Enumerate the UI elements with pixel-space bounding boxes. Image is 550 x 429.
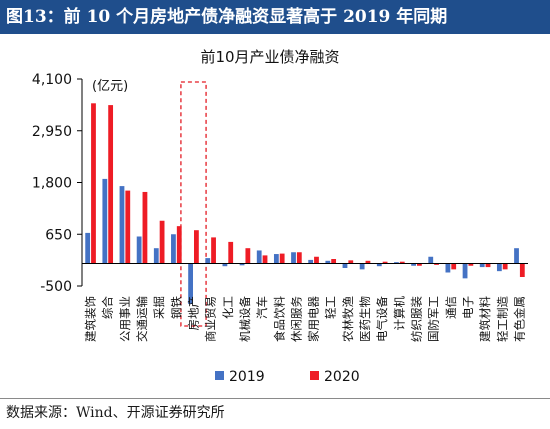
bar-2020-0 [91,103,96,264]
x-tick-label: 食品饮料 [272,296,286,342]
bar-2020-22 [468,263,474,266]
bar-2019-14 [325,260,331,264]
x-tick-label: 化工 [221,296,235,319]
bar-2020-14 [331,259,337,264]
bar-2020-17 [382,261,388,264]
bar-2019-23 [479,263,485,268]
bar-2019-5 [171,234,176,264]
x-tick-label: 房地产 [187,296,201,331]
legend-label-2019: 2019 [229,369,265,385]
bar-2019-15 [342,263,348,268]
bars [85,103,525,304]
bar-2020-10 [262,255,268,264]
x-tick-label: 商业贸易 [204,296,218,342]
bar-2019-21 [445,263,451,273]
unit-label: (亿元) [92,79,128,94]
bar-2019-22 [462,263,468,279]
bar-2020-16 [365,260,371,264]
bar-2019-13 [308,259,314,264]
bar-2019-16 [359,263,365,270]
x-tick-label: 国防军工 [427,296,441,342]
bar-2019-6 [188,263,193,304]
x-tick-label: 纺织服装 [410,296,424,342]
x-tick-label: 农林牧渔 [341,296,355,342]
bar-2020-11 [279,253,285,264]
chart-title: 前10月产业债净融资 [200,48,339,66]
bar-2019-19 [411,263,416,266]
x-tick-label: 交通运输 [135,296,149,342]
x-tick-label: 轻工 [324,296,338,319]
x-tick-label: 休闲服务 [289,296,303,342]
legend-label-2020: 2020 [324,369,360,385]
x-tick-label: 汽车 [255,296,269,319]
bar-2019-7 [205,258,211,264]
x-tick-label: 有色金属 [512,296,526,342]
y-tick-label: 1,800 [32,176,72,192]
bar-chart: 前10月产业债净融资 (亿元) 4,100 2,950 1,800 650 -500 建… [32,48,528,385]
y-axis: 4,100 2,950 1,800 650 -500 [32,72,83,295]
highlight-box [180,81,207,327]
figure-title: 图13：前 10 个月房地产债净融资显著高于 2019 年同期 [0,0,550,34]
bar-2020-9 [245,248,251,264]
bar-2019-2 [119,186,125,264]
x-tick-label: 电气设备 [375,296,389,342]
bar-2020-2 [125,190,131,264]
bar-2019-0 [85,232,91,264]
x-tick-label: 电子 [461,296,475,319]
bar-2019-9 [239,263,245,266]
legend: 2019 2020 [215,369,360,385]
bar-2019-10 [256,250,262,264]
bar-2020-15 [348,260,354,264]
x-tick-label: 医药生物 [358,296,372,342]
bar-2020-23 [485,263,491,268]
y-tick-label: 650 [45,227,72,243]
x-axis: 建筑装饰 综合 公用事业 交通运输 采掘 钢铁 房地产 商业贸易 化工 机械设备 汽车 食品饮料 休闲服… [82,263,528,342]
bar-2019-20 [428,256,434,264]
legend-swatch-2020 [310,371,319,380]
bar-2020-19 [417,263,422,266]
x-tick-label: 建筑材料 [478,296,492,342]
bar-2019-12 [291,252,296,264]
bar-2020-6 [194,230,199,264]
bar-2020-12 [296,252,302,264]
x-tick-label: 钢铁 [169,296,183,319]
bar-2019-11 [273,254,279,264]
legend-swatch-2019 [215,371,224,380]
bar-2020-18 [399,261,405,264]
x-tick-label: 计算机 [392,296,406,331]
x-tick-label: 建筑装饰 [84,296,98,342]
x-tick-label: 公用事业 [118,296,132,342]
bar-2019-25 [514,248,519,264]
bar-2020-13 [314,256,319,264]
bar-2020-4 [159,220,165,264]
bar-2020-1 [108,105,114,264]
x-tick-label: 综合 [101,296,115,319]
bar-2020-21 [451,263,457,270]
bar-2020-24 [502,263,508,270]
bar-2019-1 [102,178,108,264]
bar-2020-8 [228,241,234,264]
bar-2019-18 [394,262,399,264]
y-tick-label: -500 [40,279,72,295]
bar-2020-3 [142,191,148,264]
highlight-frame [180,81,207,327]
bar-2019-8 [222,263,228,267]
x-tick-label: 采掘 [152,296,166,319]
bar-2020-25 [519,263,525,277]
x-tick-label: 通信 [444,296,458,319]
source-note: 数据来源：Wind、开源证券研究所 [0,398,550,429]
x-tick-label: 轻工制造 [495,296,509,342]
bar-2020-20 [434,263,439,265]
bar-2019-24 [496,263,502,272]
x-tick-label: 家用电器 [307,296,321,342]
y-tick-label: 2,950 [32,124,72,140]
bar-2019-17 [376,263,382,267]
bar-2019-3 [136,236,142,264]
x-tick-label: 机械设备 [238,296,252,342]
bar-2019-4 [153,248,159,264]
y-tick-label: 4,100 [32,72,72,88]
bar-2020-7 [211,237,216,264]
bar-2020-5 [176,226,182,264]
